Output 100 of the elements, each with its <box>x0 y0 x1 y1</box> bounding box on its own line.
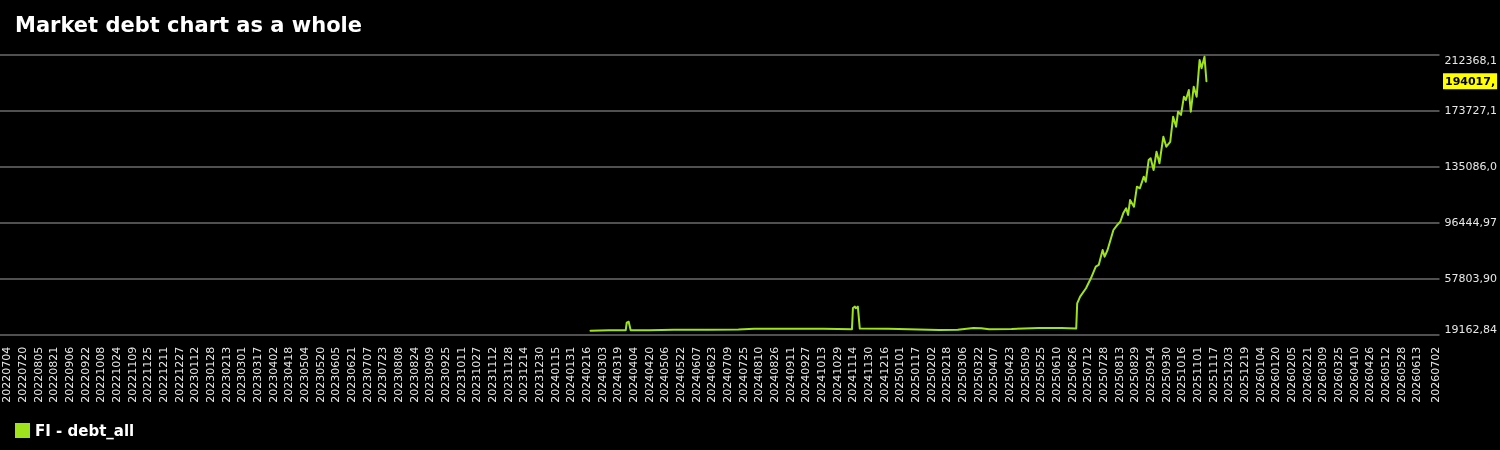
y-tick-label: 135086,0 <box>1444 160 1498 174</box>
x-tick-label: 20230128 <box>204 346 218 403</box>
x-tick-label: 20250813 <box>1112 346 1126 403</box>
x-tick-label: 20241216 <box>877 346 891 403</box>
legend-label: FI - debt_all <box>35 421 135 440</box>
x-tick-label: 20251203 <box>1222 346 1236 403</box>
x-tick-label: 20240131 <box>564 346 578 403</box>
x-tick-label: 20250202 <box>924 346 938 403</box>
x-tick-label: 20220821 <box>47 346 61 403</box>
x-tick-label: 20240420 <box>642 346 656 403</box>
x-tick-label: 20240506 <box>658 346 672 403</box>
x-tick-label: 20240303 <box>595 346 609 403</box>
x-tick-label: 20231011 <box>454 346 468 403</box>
x-tick-label: 20250626 <box>1065 346 1079 403</box>
text: 194017, <box>1445 74 1496 88</box>
x-tick-label: 20221227 <box>172 346 186 403</box>
x-tick-label: 20220922 <box>78 346 92 403</box>
x-tick-label: 20230824 <box>407 346 421 403</box>
x-tick-label: 20231230 <box>533 346 547 403</box>
x-tick-label: 20230504 <box>298 346 312 403</box>
x-tick-label: 20260325 <box>1332 346 1346 403</box>
x-tick-label: 20251101 <box>1191 346 1205 403</box>
x-tick-label: 20250117 <box>909 346 923 403</box>
x-tick-label: 20251219 <box>1238 346 1252 403</box>
x-tick-label: 20260205 <box>1285 346 1299 403</box>
y-tick-label: 96444,97 <box>1444 216 1498 230</box>
x-tick-label: 20240911 <box>783 346 797 403</box>
x-tick-label: 20220704 <box>0 346 14 403</box>
x-tick-label: 20230418 <box>282 346 296 403</box>
x-tick-label: 20230723 <box>376 346 390 403</box>
x-tick-label: 20250322 <box>971 346 985 403</box>
x-tick-label: 20250728 <box>1097 346 1111 403</box>
x-tick-label: 20240404 <box>627 346 641 403</box>
x-tick-label: 20240115 <box>548 346 562 403</box>
x-tick-label: 20241114 <box>846 346 860 403</box>
chart-title: Market debt chart as a whole <box>15 12 363 37</box>
x-tick-label: 20250101 <box>893 346 907 403</box>
x-tick-label: 20260426 <box>1363 346 1377 403</box>
x-tick-label: 20260120 <box>1269 346 1283 403</box>
x-tick-label: 20251117 <box>1206 346 1220 403</box>
x-tick-label: 20230301 <box>235 346 249 403</box>
x-tick-label: 20241029 <box>830 346 844 403</box>
x-tick-label: 20250829 <box>1128 346 1142 403</box>
x-tick-label: 20251016 <box>1175 346 1189 403</box>
x-tick-label: 20240319 <box>611 346 625 403</box>
x-tick-label: 20240709 <box>721 346 735 403</box>
x-tick-label: 20221008 <box>94 346 108 403</box>
x-tick-label: 20250407 <box>987 346 1001 403</box>
x-tick-label: 20230925 <box>439 346 453 403</box>
x-tick-label: 20220720 <box>16 346 30 403</box>
x-tick-label: 20240826 <box>768 346 782 403</box>
x-tick-label: 20241013 <box>815 346 829 403</box>
x-tick-label: 20260613 <box>1410 346 1424 403</box>
x-tick-label: 20260702 <box>1429 346 1443 403</box>
x-tick-label: 20240607 <box>689 346 703 403</box>
y-tick-label: 19162,84 <box>1444 322 1498 336</box>
x-tick-label: 20250930 <box>1159 346 1173 403</box>
y-tick-label: 173727,1 <box>1444 104 1498 118</box>
x-tick-label: 20230213 <box>219 346 233 403</box>
x-tick-label: 20230112 <box>188 346 202 403</box>
x-tick-label: 20250712 <box>1081 346 1095 403</box>
x-tick-label: 20230520 <box>313 346 327 403</box>
x-tick-label: 20250914 <box>1144 346 1158 403</box>
x-tick-label: 20221109 <box>125 346 139 403</box>
x-tick-label: 20221024 <box>110 346 124 403</box>
x-tick-label: 20240623 <box>705 346 719 403</box>
x-tick-label: 20250509 <box>1018 346 1032 403</box>
x-tick-label: 20260512 <box>1379 346 1393 403</box>
x-tick-label: 20260221 <box>1300 346 1314 403</box>
x-tick-label: 20250306 <box>956 346 970 403</box>
x-tick-label: 20221125 <box>141 346 155 403</box>
x-tick-label: 20240522 <box>674 346 688 403</box>
x-tick-label: 20230909 <box>423 346 437 403</box>
x-tick-label: 20250423 <box>1003 346 1017 403</box>
x-tick-label: 20250610 <box>1050 346 1064 403</box>
x-tick-label: 20250525 <box>1034 346 1048 403</box>
x-tick-label: 20260309 <box>1316 346 1330 403</box>
x-tick-label: 20241130 <box>862 346 876 403</box>
x-tick-label: 20260528 <box>1394 346 1408 403</box>
x-tick-label: 20260104 <box>1253 346 1267 403</box>
x-tick-label: 20230621 <box>345 346 359 403</box>
x-tick-label: 20231128 <box>501 346 515 403</box>
x-tick-label: 20250218 <box>940 346 954 403</box>
x-tick-label: 20260410 <box>1347 346 1361 403</box>
x-tick-label: 20240725 <box>736 346 750 403</box>
x-tick-label: 20221211 <box>157 346 171 403</box>
x-tick-label: 20230402 <box>266 346 280 403</box>
x-tick-label: 20231214 <box>517 346 531 403</box>
x-tick-label: 20230605 <box>329 346 343 403</box>
x-tick-label: 20220906 <box>63 346 77 403</box>
x-tick-label: 20231112 <box>486 346 500 403</box>
y-tick-label: 57803,90 <box>1444 272 1498 286</box>
x-tick-label: 20240927 <box>799 346 813 403</box>
x-tick-label: 20220805 <box>31 346 45 403</box>
x-tick-label: 20240216 <box>580 346 594 403</box>
y-tick-label: 212368,1 <box>1444 53 1498 67</box>
x-tick-label: 20231027 <box>470 346 484 403</box>
x-tick-label: 20230317 <box>251 346 265 403</box>
x-tick-label: 20230707 <box>360 346 374 403</box>
x-tick-label: 20230808 <box>392 346 406 403</box>
